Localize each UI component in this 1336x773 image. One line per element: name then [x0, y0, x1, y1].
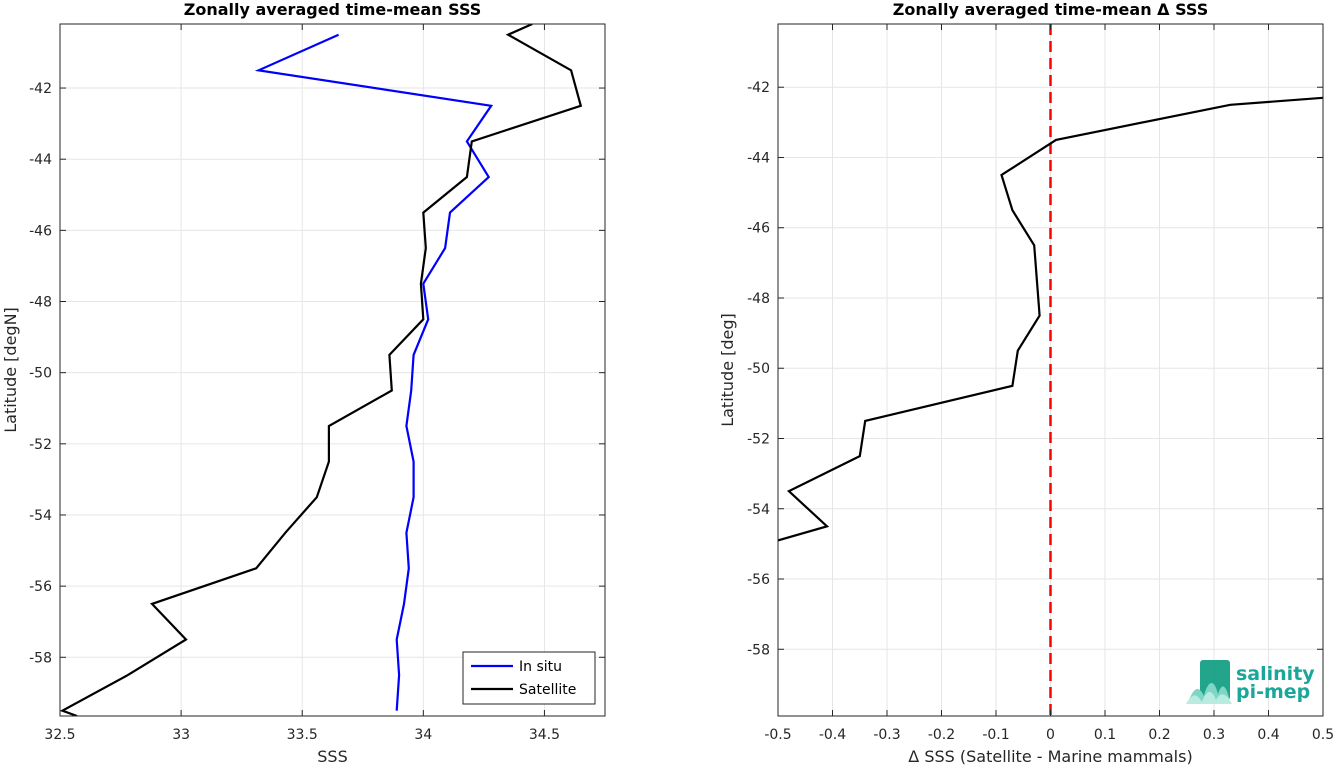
right-ytick-label: -52 — [747, 431, 770, 447]
right-y-axis-label: Latitude [deg] — [718, 313, 737, 427]
right-xtick-label: -0.4 — [819, 727, 846, 743]
right-xtick-label: 0.4 — [1257, 727, 1279, 743]
left-ytick-label: -48 — [29, 295, 52, 311]
right-ytick-label: -50 — [747, 361, 770, 377]
left-chart-title: Zonally averaged time-mean SSS — [184, 0, 482, 19]
left-legend-box — [462, 651, 596, 705]
left-xtick-label: 33.5 — [287, 727, 318, 743]
left-ytick-label: -52 — [29, 437, 52, 453]
left-y-axis-label: Latitude [degN] — [1, 307, 20, 433]
left-axes-box — [59, 23, 606, 717]
right-ytick-label: -44 — [747, 150, 770, 166]
left-x-axis-label: SSS — [317, 747, 347, 766]
right-ytick-label: -42 — [747, 80, 770, 96]
left-ytick-label: -54 — [29, 508, 52, 524]
left-plot: 32.5 33 33.5 34 34.5 -42 -44 -46 -48 -50 -52 -54 -56… — [1, 0, 606, 766]
left-axes-background — [60, 24, 605, 716]
left-xtick-label: 34.5 — [529, 727, 560, 743]
right-ytick-label: -56 — [747, 572, 770, 588]
left-ytick-label: -50 — [29, 366, 52, 382]
right-series-delta-line — [778, 96, 1323, 542]
right-xtick-label: 0.1 — [1094, 727, 1116, 743]
left-legend-entry: In situ — [519, 659, 562, 675]
right-xtick-label: -0.3 — [873, 727, 900, 743]
salinity-pi-mep-logo: salinity pi-mep — [1186, 660, 1315, 704]
right-xtick-label: 0 — [1046, 727, 1055, 743]
left-ytick-label: -44 — [29, 152, 52, 168]
right-xtick-label: 0.2 — [1148, 727, 1170, 743]
logo-wave-icon — [1186, 660, 1232, 704]
right-x-axis-label: Δ SSS (Satellite - Marine mammals) — [908, 747, 1192, 766]
logo-line2: pi-mep — [1236, 681, 1310, 703]
right-ytick-label: -46 — [747, 221, 770, 237]
right-xtick-label: -0.2 — [928, 727, 955, 743]
left-xtick-label: 34 — [414, 727, 432, 743]
right-ytick-label: -48 — [747, 291, 770, 307]
left-legend-entry: Satellite — [519, 682, 576, 698]
left-series-satellite-line — [60, 24, 583, 716]
left-ytick-label: -58 — [29, 650, 52, 666]
left-xtick-label: 33 — [172, 727, 190, 743]
left-ytick-label: -56 — [29, 579, 52, 595]
left-ytick-label: -46 — [29, 223, 52, 239]
logo-line1: salinity — [1236, 663, 1315, 685]
right-ytick-label: -54 — [747, 502, 770, 518]
right-ytick-label: -58 — [747, 642, 770, 658]
right-xtick-label: -0.5 — [764, 727, 791, 743]
left-ytick-label: -42 — [29, 81, 52, 97]
right-chart-title: Zonally averaged time-mean Δ SSS — [893, 0, 1209, 19]
right-xtick-label: -0.1 — [982, 727, 1009, 743]
left-xtick-label: 32.5 — [44, 727, 75, 743]
right-xtick-label: 0.5 — [1312, 727, 1334, 743]
right-plot: -0.5 -0.4 -0.3 -0.2 -0.1 0 0.1 0.2 0.3 0.4 0.5 -42 -… — [718, 0, 1334, 766]
right-xtick-label: 0.3 — [1203, 727, 1225, 743]
